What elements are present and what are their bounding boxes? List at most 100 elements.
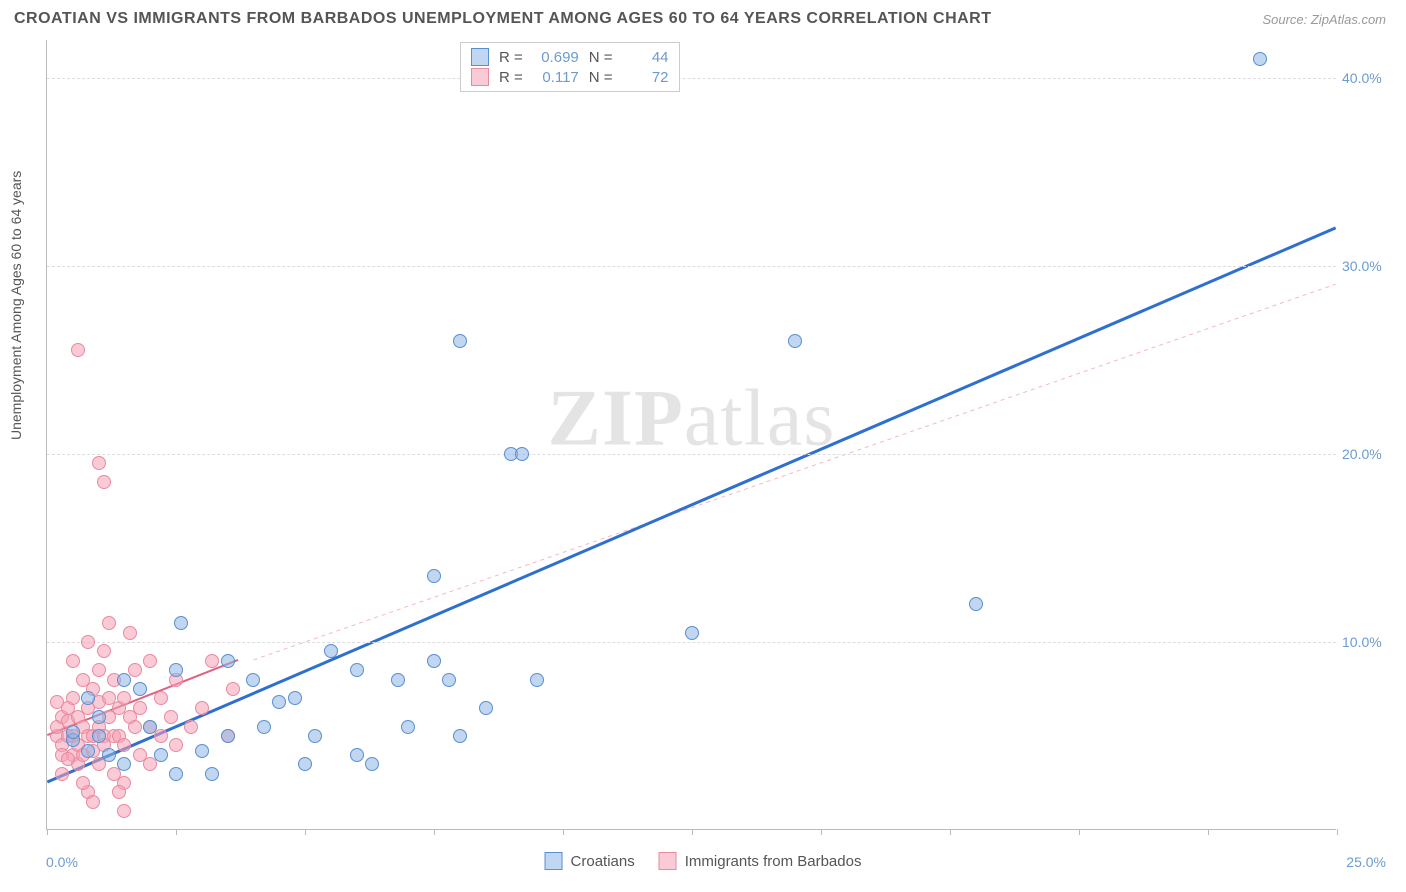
n-value-croatians: 44: [623, 49, 669, 66]
data-point-barbados: [50, 695, 64, 709]
x-axis-tick-mark: [434, 829, 435, 835]
data-point-croatians: [143, 720, 157, 734]
data-point-croatians: [66, 725, 80, 739]
data-point-barbados: [81, 635, 95, 649]
x-axis-tick-mark: [692, 829, 693, 835]
x-axis-tick-max: 25.0%: [1346, 854, 1386, 870]
data-point-croatians: [102, 748, 116, 762]
data-point-croatians: [221, 729, 235, 743]
r-label: R =: [499, 49, 523, 66]
data-point-croatians: [350, 748, 364, 762]
data-point-croatians: [324, 644, 338, 658]
data-point-croatians: [308, 729, 322, 743]
data-point-croatians: [515, 447, 529, 461]
data-point-croatians: [442, 673, 456, 687]
data-point-croatians: [530, 673, 544, 687]
x-axis-tick-0: 0.0%: [46, 854, 78, 870]
x-axis-tick-mark: [47, 829, 48, 835]
data-point-croatians: [298, 757, 312, 771]
swatch-barbados-icon: [659, 852, 677, 870]
data-point-croatians: [288, 691, 302, 705]
data-point-barbados: [66, 691, 80, 705]
swatch-croatians-icon: [471, 48, 489, 66]
data-point-barbados: [92, 663, 106, 677]
data-point-croatians: [117, 757, 131, 771]
legend-item-barbados: Immigrants from Barbados: [659, 852, 862, 870]
data-point-croatians: [272, 695, 286, 709]
x-axis-tick-mark: [305, 829, 306, 835]
data-point-croatians: [350, 663, 364, 677]
y-axis-tick: 40.0%: [1342, 70, 1392, 86]
data-point-barbados: [86, 795, 100, 809]
data-point-croatians: [788, 334, 802, 348]
y-axis-label: Unemployment Among Ages 60 to 64 years: [8, 171, 24, 440]
legend-item-croatians: Croatians: [545, 852, 635, 870]
data-point-croatians: [169, 767, 183, 781]
n-label: N =: [589, 69, 613, 86]
watermark-thin: atlas: [684, 374, 836, 462]
data-point-barbados: [117, 691, 131, 705]
chart-title: CROATIAN VS IMMIGRANTS FROM BARBADOS UNE…: [14, 10, 992, 28]
x-axis-tick-mark: [821, 829, 822, 835]
data-point-barbados: [154, 729, 168, 743]
data-point-barbados: [97, 475, 111, 489]
data-point-barbados: [97, 644, 111, 658]
x-axis-tick-mark: [1208, 829, 1209, 835]
data-point-croatians: [427, 654, 441, 668]
grid-line: [47, 266, 1336, 267]
data-point-barbados: [184, 720, 198, 734]
data-point-croatians: [401, 720, 415, 734]
legend-label-barbados: Immigrants from Barbados: [685, 853, 862, 870]
data-point-croatians: [133, 682, 147, 696]
data-point-barbados: [128, 720, 142, 734]
data-point-croatians: [365, 757, 379, 771]
data-point-barbados: [55, 767, 69, 781]
data-point-barbados: [71, 343, 85, 357]
data-point-croatians: [92, 710, 106, 724]
data-point-croatians: [205, 767, 219, 781]
data-point-croatians: [154, 748, 168, 762]
data-point-croatians: [453, 729, 467, 743]
legend-row-barbados: R = 0.117 N = 72: [471, 67, 669, 87]
series-legend: Croatians Immigrants from Barbados: [545, 852, 862, 870]
data-point-barbados: [117, 804, 131, 818]
source-label: Source: ZipAtlas.com: [1262, 12, 1386, 27]
data-point-croatians: [169, 663, 183, 677]
data-point-barbados: [226, 682, 240, 696]
data-point-croatians: [117, 673, 131, 687]
trend-line-croatians: [47, 228, 1335, 782]
y-axis-tick: 30.0%: [1342, 258, 1392, 274]
data-point-barbados: [76, 776, 90, 790]
data-point-croatians: [81, 691, 95, 705]
data-point-croatians: [685, 626, 699, 640]
y-axis-tick: 20.0%: [1342, 446, 1392, 462]
data-point-barbados: [112, 785, 126, 799]
chart-container: CROATIAN VS IMMIGRANTS FROM BARBADOS UNE…: [0, 0, 1406, 892]
data-point-croatians: [246, 673, 260, 687]
data-point-croatians: [257, 720, 271, 734]
data-point-barbados: [66, 654, 80, 668]
trend-lines-svg: [47, 40, 1336, 829]
data-point-barbados: [133, 701, 147, 715]
data-point-croatians: [453, 334, 467, 348]
data-point-croatians: [81, 744, 95, 758]
r-label: R =: [499, 69, 523, 86]
data-point-barbados: [143, 654, 157, 668]
data-point-croatians: [479, 701, 493, 715]
data-point-barbados: [195, 701, 209, 715]
plot-area: ZIPatlas 10.0%20.0%30.0%40.0%: [46, 40, 1336, 830]
swatch-croatians-icon: [545, 852, 563, 870]
data-point-barbados: [169, 738, 183, 752]
watermark-bold: ZIP: [548, 374, 684, 462]
data-point-croatians: [427, 569, 441, 583]
data-point-barbados: [164, 710, 178, 724]
data-point-croatians: [391, 673, 405, 687]
correlation-legend: R = 0.699 N = 44 R = 0.117 N = 72: [460, 42, 680, 92]
data-point-barbados: [117, 738, 131, 752]
data-point-barbados: [205, 654, 219, 668]
legend-row-croatians: R = 0.699 N = 44: [471, 47, 669, 67]
data-point-croatians: [195, 744, 209, 758]
data-point-croatians: [92, 729, 106, 743]
x-axis-tick-mark: [950, 829, 951, 835]
data-point-barbados: [102, 616, 116, 630]
